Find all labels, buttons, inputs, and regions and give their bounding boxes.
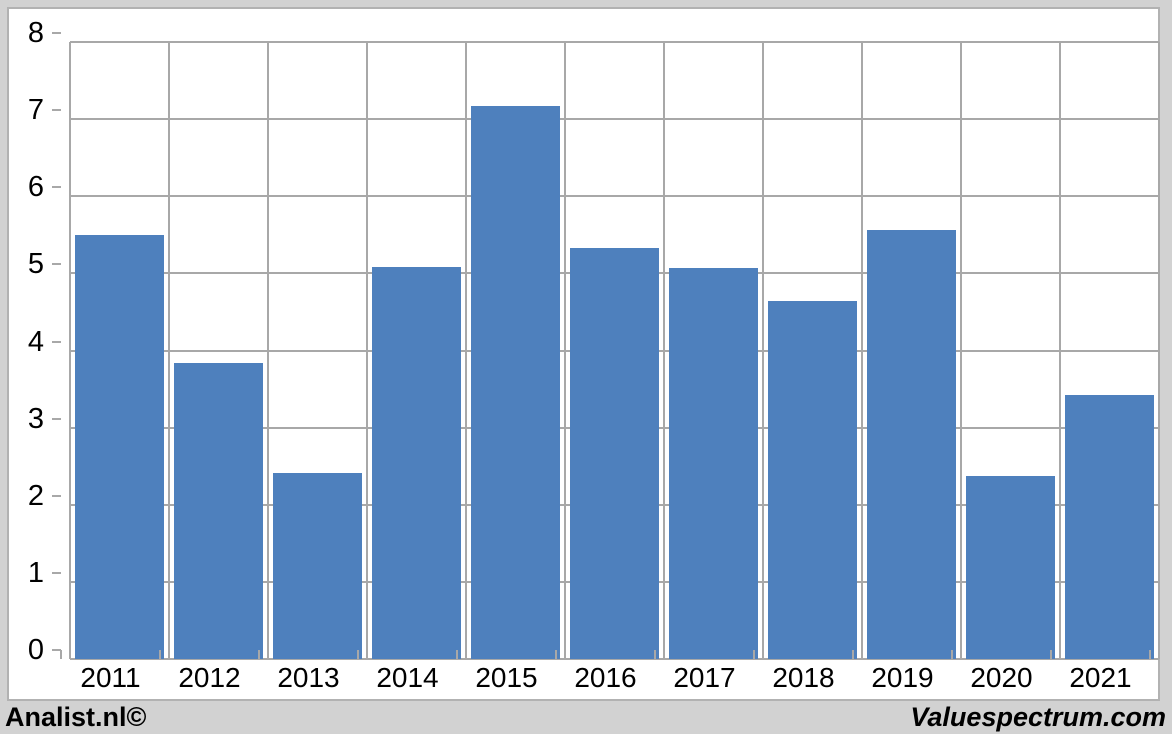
y-axis-tick — [52, 649, 61, 651]
bar-2013 — [272, 473, 363, 659]
y-axis-label-5: 5 — [27, 248, 44, 281]
gridline-v-10 — [1059, 42, 1061, 659]
gridline-v-11 — [1158, 42, 1160, 659]
x-axis-tick — [357, 650, 359, 659]
bar-2018 — [767, 301, 858, 659]
gridline-v-9 — [960, 42, 962, 659]
y-axis-label-0: 0 — [27, 634, 44, 666]
x-axis-tick — [159, 650, 161, 659]
bar-2019 — [866, 230, 957, 659]
x-axis-tick — [852, 650, 854, 659]
chart-panel — [7, 7, 1160, 701]
gridline-v-5 — [564, 42, 566, 659]
y-axis-tick — [52, 186, 61, 189]
bar-2021 — [1064, 395, 1155, 659]
y-axis-label-8: 8 — [27, 17, 44, 49]
y-axis-tick — [52, 340, 61, 343]
x-axis-label-2019: 2019 — [871, 662, 934, 693]
y-axis-label-1: 1 — [27, 556, 44, 589]
gridline-v-2 — [267, 42, 269, 659]
x-axis-tick — [1050, 650, 1052, 659]
bar-2020 — [965, 476, 1056, 659]
gridline-v-0 — [69, 42, 71, 659]
x-axis-tick — [753, 650, 755, 659]
bar-2016 — [569, 247, 660, 659]
x-axis-tick — [60, 650, 62, 659]
x-axis-tick — [456, 650, 458, 659]
x-axis-tick — [258, 650, 260, 659]
bar-2017 — [668, 267, 759, 659]
x-axis-label-2020: 2020 — [970, 662, 1033, 693]
gridline-v-6 — [663, 42, 665, 659]
bar-2012 — [173, 362, 264, 659]
y-axis-tick — [52, 32, 61, 34]
footer-brand-valuespectrum: Valuespectrum.com — [910, 702, 1166, 732]
y-axis-tick — [52, 571, 61, 574]
x-axis-label-2016: 2016 — [574, 662, 637, 693]
gridline-v-4 — [465, 42, 467, 659]
x-axis-label-2017: 2017 — [673, 662, 736, 693]
y-axis-label-7: 7 — [27, 94, 44, 127]
x-axis-tick — [1149, 650, 1151, 659]
gridline-h-7 — [70, 118, 1159, 121]
x-axis-label-2021: 2021 — [1069, 662, 1132, 693]
x-axis-label-2013: 2013 — [277, 662, 340, 693]
x-axis-label-2018: 2018 — [772, 662, 835, 693]
y-axis-label-4: 4 — [27, 325, 44, 358]
x-axis-tick — [951, 650, 953, 659]
x-axis-label-2014: 2014 — [376, 662, 439, 693]
y-axis-tick — [52, 109, 61, 112]
gridline-h-0 — [70, 658, 1159, 660]
x-axis-tick — [654, 650, 656, 659]
x-axis-label-2011: 2011 — [80, 662, 141, 693]
plot-area — [69, 41, 1160, 660]
bar-2015 — [470, 106, 561, 659]
y-axis-label-2: 2 — [27, 479, 44, 512]
x-axis-label-2015: 2015 — [475, 662, 538, 693]
gridline-v-1 — [168, 42, 170, 659]
gridline-h-6 — [70, 195, 1159, 198]
y-axis-tick — [52, 263, 61, 266]
y-axis-tick — [52, 494, 61, 497]
y-axis-label-3: 3 — [27, 402, 44, 435]
gridline-v-3 — [366, 42, 368, 659]
footer-brand-analist: Analist.nl© — [5, 702, 147, 732]
bar-2011 — [74, 234, 165, 659]
x-axis-label-2012: 2012 — [178, 662, 241, 693]
y-axis-label-6: 6 — [27, 171, 44, 204]
gridline-v-7 — [762, 42, 764, 659]
bar-2014 — [371, 267, 462, 659]
y-axis-tick — [52, 417, 61, 420]
x-axis-tick — [555, 650, 557, 659]
gridline-v-8 — [861, 42, 863, 659]
gridline-h-8 — [70, 41, 1159, 43]
